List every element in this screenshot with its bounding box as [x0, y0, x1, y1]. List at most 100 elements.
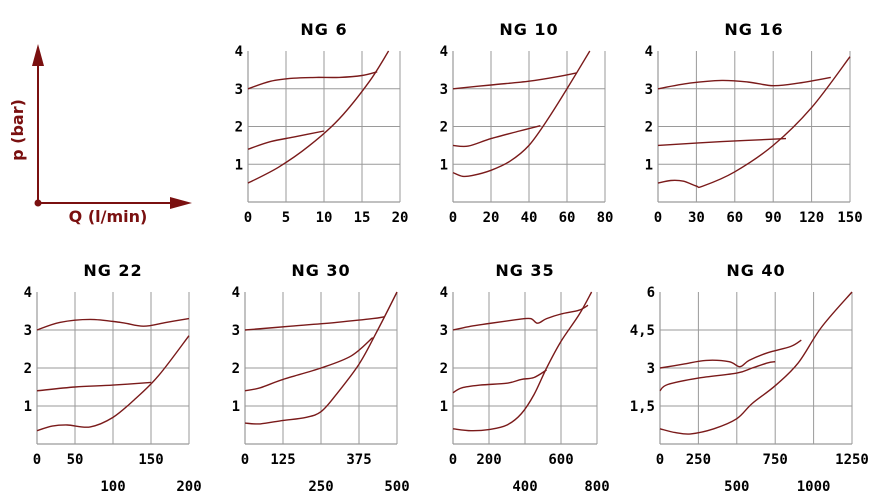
y-tick-label: 3: [647, 361, 655, 377]
x-tick-label: 200: [476, 452, 501, 468]
chart-ng-35: NG 35 1 2 3 4 0 200 600 400 800: [440, 261, 610, 495]
y-tick-label: 6: [647, 285, 655, 301]
series-line-3: [659, 291, 853, 435]
y-tick-label: 3: [440, 323, 448, 339]
y-tick-label: 2: [24, 361, 32, 377]
y-tick-label: 4: [24, 285, 32, 301]
series-line-1: [36, 317, 190, 331]
x-tick-label: 20: [392, 210, 409, 226]
chart-title: NG 10: [499, 20, 558, 39]
chart-ng-6: NG 6 1 2 3 4 0 5 10 15 20: [235, 20, 409, 226]
y-tick-label: 2: [235, 120, 243, 136]
x-tick-label: 90: [765, 210, 782, 226]
series-line-2: [659, 361, 776, 392]
x-tick-label: 50: [67, 452, 84, 468]
x-tick-label: 0: [656, 452, 664, 468]
x-tick-label: 100: [100, 479, 125, 495]
y-tick-label: 4: [232, 285, 240, 301]
x-tick-label: 600: [548, 452, 573, 468]
y-tick-label: 4,5: [630, 323, 655, 339]
series-line-2: [452, 125, 541, 148]
y-tick-label: 3: [24, 323, 32, 339]
y-tick-label: 1: [24, 399, 32, 415]
chart-title: NG 30: [291, 261, 350, 280]
series-line-3: [452, 291, 593, 432]
x-tick-label: 250: [686, 452, 711, 468]
chart-ng-22: NG 22 1 2 3 4 0 50 150 100 200: [24, 261, 202, 495]
x-tick-label: 750: [763, 452, 788, 468]
x-tick-label: 200: [176, 479, 201, 495]
chart-title: NG 35: [495, 261, 554, 280]
y-tick-label: 2: [232, 361, 240, 377]
y-tick-label: 2: [440, 120, 448, 136]
chart-title: NG 16: [724, 20, 783, 39]
series-line-1: [659, 339, 802, 369]
x-tick-label: 40: [521, 210, 538, 226]
x-tick-label: 0: [449, 452, 457, 468]
y-tick-label: 3: [235, 82, 243, 98]
x-tick-label: 1250: [835, 452, 869, 468]
series-line-1: [244, 316, 385, 331]
y-tick-label: 4: [645, 44, 653, 60]
y-tick-label: 4: [440, 285, 448, 301]
x-tick-label: 400: [512, 479, 537, 495]
x-tick-label: 20: [483, 210, 500, 226]
y-tick-label: 3: [232, 323, 240, 339]
x-tick-label: 500: [384, 479, 409, 495]
legend-x-arrow-icon: [170, 197, 192, 209]
x-tick-label: 0: [654, 210, 662, 226]
y-tick-label: 1: [235, 157, 243, 173]
series-line-1: [247, 71, 378, 90]
series-line-2: [657, 137, 787, 147]
x-tick-label: 1000: [797, 479, 831, 495]
x-tick-label: 125: [270, 452, 295, 468]
legend-origin-dot: [34, 199, 42, 207]
legend-ylabel: p (bar): [8, 99, 27, 161]
y-tick-label: 3: [645, 82, 653, 98]
y-tick-label: 1,5: [630, 399, 655, 415]
y-tick-label: 1: [440, 157, 448, 173]
legend-y-arrow-icon: [32, 44, 44, 66]
x-tick-label: 0: [241, 452, 249, 468]
legend-xlabel: Q (l/min): [69, 207, 148, 226]
y-tick-label: 3: [440, 82, 448, 98]
x-tick-label: 15: [354, 210, 371, 226]
x-tick-label: 10: [316, 210, 333, 226]
series-line-3: [36, 335, 190, 432]
series-line-2: [452, 369, 547, 394]
series-line-3: [244, 291, 398, 425]
x-tick-label: 120: [799, 210, 824, 226]
x-tick-label: 0: [33, 452, 41, 468]
x-tick-label: 500: [724, 479, 749, 495]
y-tick-label: 1: [645, 157, 653, 173]
chart-ng-16: NG 16 1 2 3 4 0 30 60 90 120 150: [645, 20, 863, 226]
series-line-1: [452, 72, 577, 90]
series-line-2: [244, 337, 374, 392]
chart-ng-30: NG 30 1 2 3 4 0 125 375 250 500: [232, 261, 410, 495]
x-tick-label: 150: [138, 452, 163, 468]
x-tick-label: 60: [559, 210, 576, 226]
series-line-3: [657, 56, 851, 189]
x-tick-label: 250: [308, 479, 333, 495]
series-line-2: [247, 130, 325, 150]
x-tick-label: 60: [726, 210, 743, 226]
chart-title: NG 22: [83, 261, 142, 280]
series-line-1: [657, 76, 831, 90]
legend: p (bar) Q (l/min): [8, 44, 192, 226]
y-tick-label: 2: [645, 120, 653, 136]
series-line-3: [247, 50, 390, 184]
x-tick-label: 80: [597, 210, 614, 226]
chart-title: NG 40: [726, 261, 785, 280]
series-line-1: [452, 304, 589, 331]
chart-title: NG 6: [300, 20, 347, 39]
y-tick-label: 1: [232, 399, 240, 415]
series-line-2: [36, 381, 152, 392]
series-line-3: [452, 50, 591, 178]
x-tick-label: 0: [449, 210, 457, 226]
x-tick-label: 375: [346, 452, 371, 468]
x-tick-label: 150: [837, 210, 862, 226]
y-tick-label: 4: [440, 44, 448, 60]
